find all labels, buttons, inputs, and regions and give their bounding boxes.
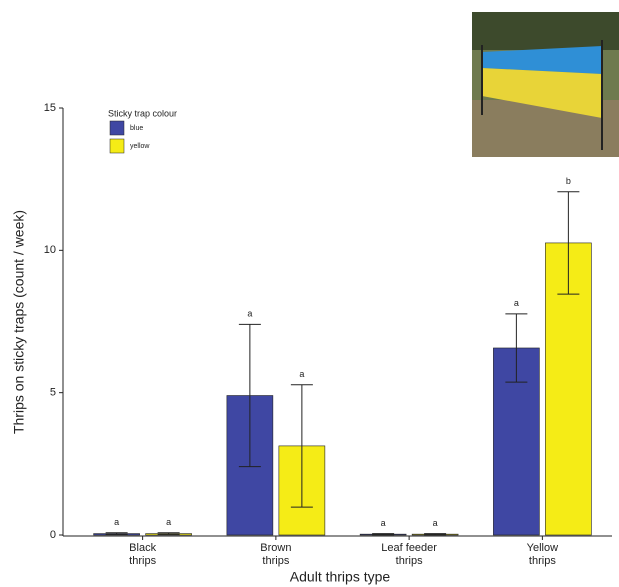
significance-label: a xyxy=(299,369,304,379)
significance-label: a xyxy=(247,309,252,319)
significance-label: a xyxy=(381,518,386,528)
legend-label: yellow xyxy=(130,143,150,150)
x-axis-label: Adult thrips type xyxy=(290,569,391,585)
y-tick-label: 5 xyxy=(50,387,56,399)
significance-label: a xyxy=(514,298,519,308)
legend-swatch xyxy=(110,139,124,153)
significance-label: b xyxy=(566,176,571,186)
significance-label: a xyxy=(166,517,171,527)
significance-label: a xyxy=(114,517,119,527)
significance-label: a xyxy=(433,518,438,528)
y-tick-label: 0 xyxy=(50,529,56,541)
chart: Sticky trap colour Adult thrips type Thr… xyxy=(0,0,619,587)
legend-label: blue xyxy=(130,125,143,132)
photo xyxy=(472,12,619,157)
legend-swatch xyxy=(110,121,124,135)
y-axis-label: Thrips on sticky traps (count / week) xyxy=(11,210,27,434)
legend-title: Sticky trap colour xyxy=(108,108,177,118)
y-tick-label: 10 xyxy=(44,244,56,256)
y-tick-label: 15 xyxy=(44,102,56,114)
